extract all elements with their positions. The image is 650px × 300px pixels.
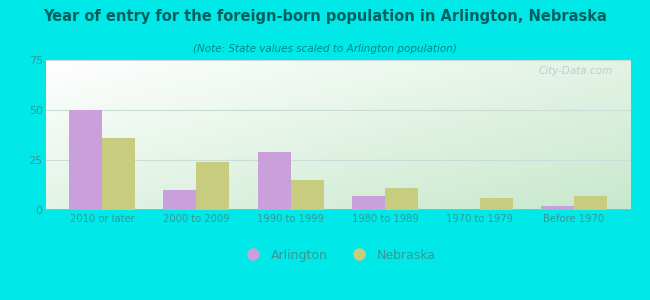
Text: City-Data.com: City-Data.com [539, 66, 613, 76]
Bar [163, 190, 196, 210]
Bar [258, 152, 291, 210]
Bar [196, 162, 229, 210]
Bar [69, 110, 102, 210]
Bar [352, 196, 385, 210]
Bar [291, 180, 324, 210]
Bar [541, 206, 574, 210]
Bar [385, 188, 418, 210]
Text: (Note: State values scaled to Arlington population): (Note: State values scaled to Arlington … [193, 44, 457, 53]
Text: Year of entry for the foreign-born population in Arlington, Nebraska: Year of entry for the foreign-born popul… [43, 9, 607, 24]
Bar [574, 196, 607, 210]
Bar [480, 198, 513, 210]
Legend: Arlington, Nebraska: Arlington, Nebraska [235, 244, 441, 267]
Bar [102, 138, 135, 210]
